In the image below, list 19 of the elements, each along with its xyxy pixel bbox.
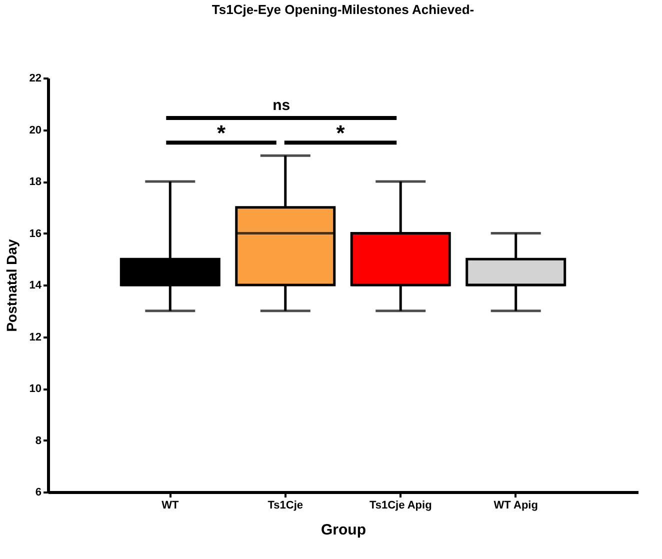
x-tick-label: Ts1Cje [268, 500, 304, 512]
y-tick-label: 20 [29, 124, 42, 136]
y-tick-label: 16 [29, 228, 42, 240]
y-tick-label: 8 [35, 434, 42, 447]
y-tick-label: 22 [29, 72, 42, 84]
annotation: ns [272, 96, 290, 114]
y-tick-label: 6 [35, 486, 42, 498]
y-tick-label: 14 [29, 280, 42, 292]
y-tick-label: 18 [29, 176, 42, 188]
annotation: * [336, 120, 346, 146]
y-axis-title: Postnatal Day [3, 238, 20, 332]
chart-title: Ts1Cje-Eye Opening-Milestones Achieved- [212, 2, 474, 17]
y-tick-label: 12 [29, 331, 42, 344]
annotation: * [216, 120, 226, 146]
x-tick-label: WT Apig [494, 500, 538, 512]
x-tick-label: Ts1Cje Apig [369, 500, 432, 512]
x-tick-label: WT [162, 500, 179, 512]
x-axis-title: Group [321, 522, 366, 538]
y-tick-label: 10 [29, 383, 42, 395]
